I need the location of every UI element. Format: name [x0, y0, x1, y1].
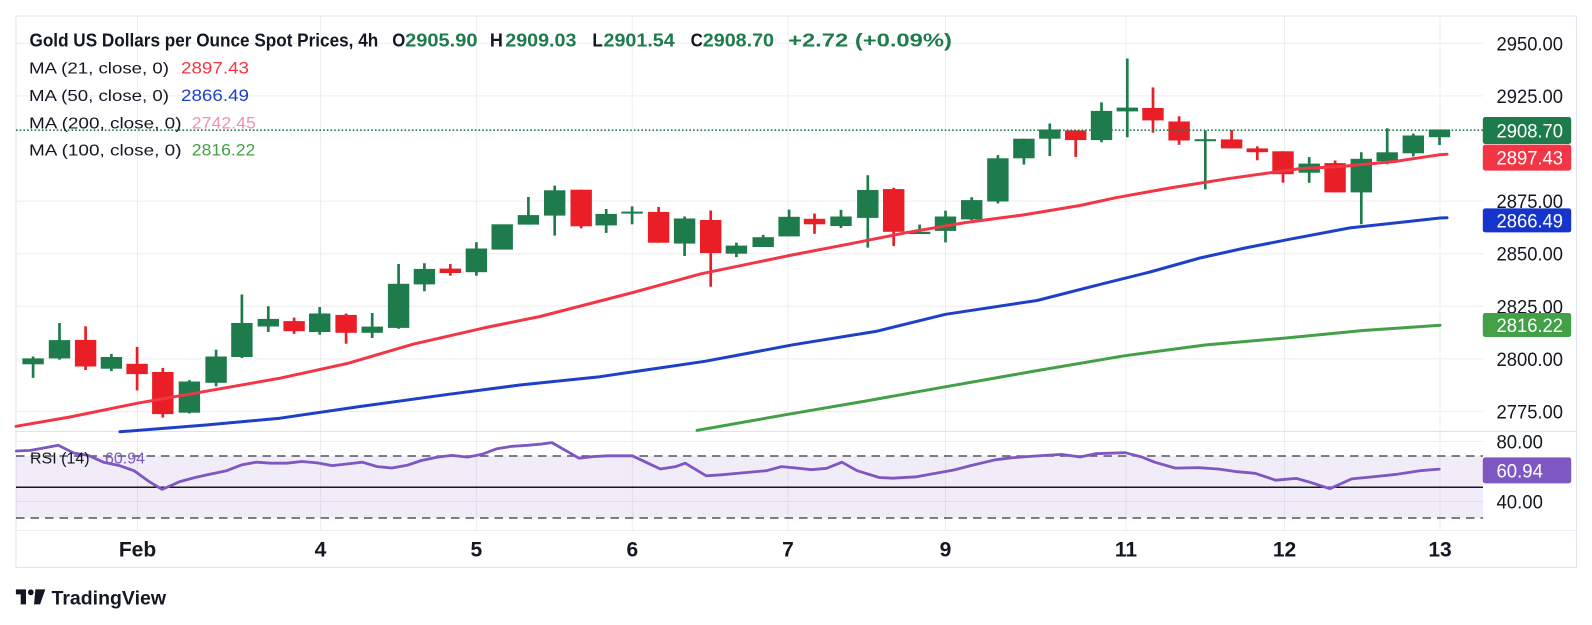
- svg-text:40.00: 40.00: [1497, 492, 1544, 514]
- svg-text:7: 7: [782, 538, 794, 561]
- svg-text:2908.70: 2908.70: [703, 30, 774, 51]
- svg-text:2866.49: 2866.49: [181, 87, 249, 105]
- svg-text:L: L: [592, 30, 603, 51]
- svg-text:O: O: [392, 30, 405, 51]
- svg-text:2775.00: 2775.00: [1497, 402, 1564, 424]
- svg-text:2909.03: 2909.03: [505, 30, 576, 51]
- svg-text:60.94: 60.94: [105, 451, 145, 468]
- svg-text:Gold US Dollars per Ounce Spot: Gold US Dollars per Ounce Spot Prices, 4…: [30, 31, 379, 51]
- svg-text:2742.45: 2742.45: [192, 115, 256, 133]
- svg-text:9: 9: [940, 538, 952, 561]
- svg-text:2850.00: 2850.00: [1497, 244, 1564, 266]
- svg-text:80.00: 80.00: [1497, 432, 1544, 454]
- svg-text:2897.43: 2897.43: [181, 60, 249, 78]
- svg-text:2908.70: 2908.70: [1497, 121, 1564, 143]
- svg-text:2800.00: 2800.00: [1497, 349, 1564, 371]
- svg-text:MA (50, close, 0): MA (50, close, 0): [29, 88, 169, 105]
- svg-text:+2.72 (+0.09%): +2.72 (+0.09%): [788, 30, 952, 51]
- svg-text:C: C: [691, 30, 703, 51]
- svg-text:2901.54: 2901.54: [604, 30, 676, 51]
- svg-text:2816.22: 2816.22: [1497, 315, 1564, 337]
- svg-text:2816.22: 2816.22: [192, 142, 256, 160]
- svg-text:TradingView: TradingView: [52, 588, 167, 610]
- svg-text:2875.00: 2875.00: [1497, 191, 1564, 213]
- svg-text:2950.00: 2950.00: [1497, 33, 1564, 55]
- svg-text:Feb: Feb: [119, 538, 156, 561]
- svg-text:H: H: [490, 30, 503, 51]
- svg-text:6: 6: [626, 538, 638, 561]
- svg-text:2905.90: 2905.90: [405, 30, 477, 51]
- svg-text:2897.43: 2897.43: [1497, 148, 1564, 170]
- svg-text:2825.00: 2825.00: [1497, 296, 1564, 318]
- svg-text:12: 12: [1273, 538, 1296, 561]
- svg-text:MA (21, close, 0): MA (21, close, 0): [29, 61, 169, 78]
- svg-text:13: 13: [1428, 538, 1451, 561]
- svg-text:MA (100, close, 0): MA (100, close, 0): [29, 143, 182, 160]
- svg-text:MA (200, close, 0): MA (200, close, 0): [29, 116, 182, 133]
- svg-text:2925.00: 2925.00: [1497, 86, 1564, 108]
- svg-text:60.94: 60.94: [1497, 460, 1544, 482]
- svg-text:5: 5: [471, 538, 483, 561]
- svg-text:11: 11: [1115, 538, 1138, 561]
- svg-text:4: 4: [315, 538, 327, 561]
- svg-text:RSI (14): RSI (14): [30, 451, 90, 468]
- svg-text:2866.49: 2866.49: [1497, 210, 1564, 232]
